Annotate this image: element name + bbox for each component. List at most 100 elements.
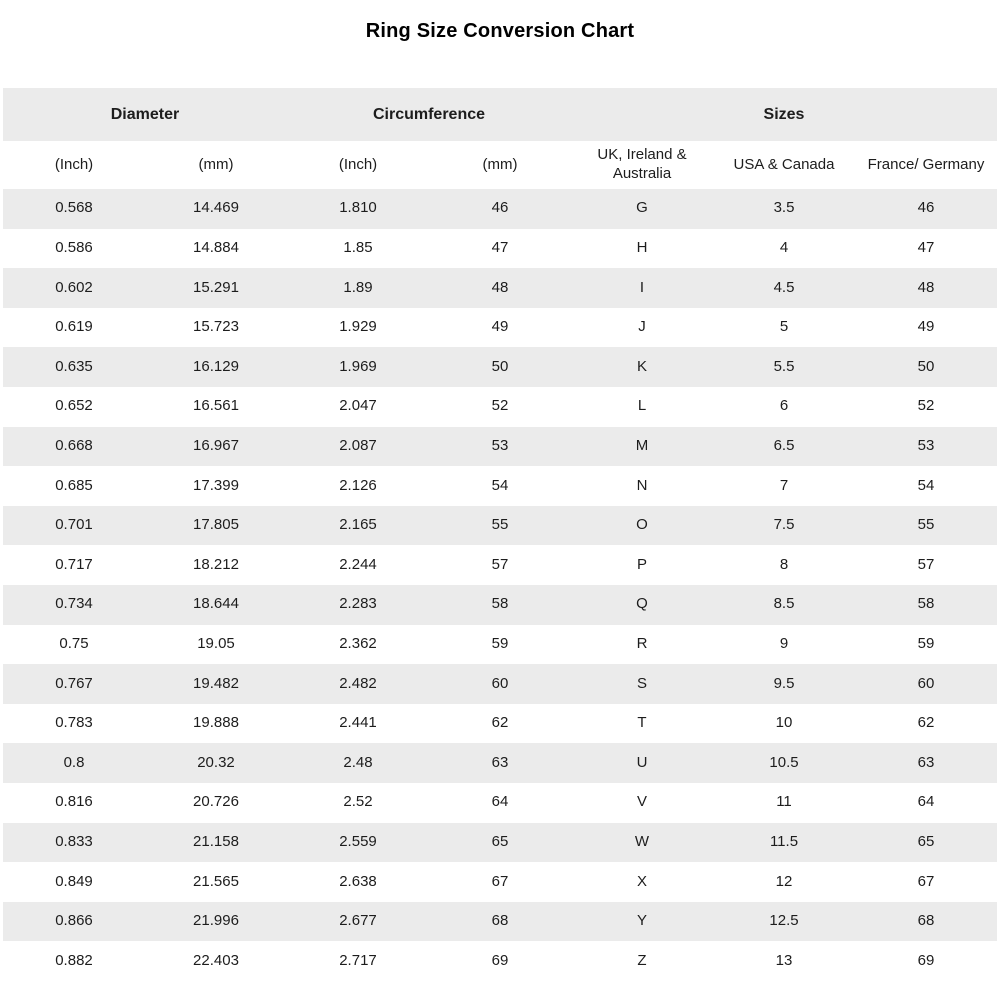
table-row: 0.882 22.403 2.717 69 Z 13 69 <box>3 941 997 981</box>
table-cell: 1.89 <box>343 278 373 296</box>
table-cell: 63 <box>491 753 509 771</box>
table-cell: 62 <box>917 714 935 732</box>
table-cell: 50 <box>917 357 935 375</box>
table-cell: 0.701 <box>55 516 93 534</box>
table-cell: 11.5 <box>769 832 799 850</box>
table-cell: 10 <box>775 714 793 732</box>
table-cell: 4 <box>779 239 789 257</box>
table-cell: 55 <box>491 516 509 534</box>
table-cell: 69 <box>917 951 935 969</box>
table-cell: N <box>636 476 648 494</box>
table-cell: 2.244 <box>339 555 377 573</box>
table-row: 0.652 16.561 2.047 52 L 6 52 <box>3 387 997 427</box>
column-header: USA & Canada <box>733 155 835 173</box>
table-cell: 0.586 <box>55 239 93 257</box>
table-cell: M <box>635 436 649 454</box>
table-cell: 2.362 <box>339 634 377 652</box>
table-cell: 13 <box>775 951 793 969</box>
table-cell: 2.126 <box>339 476 377 494</box>
table-cell: 0.833 <box>55 832 93 850</box>
table-cell: Y <box>636 912 647 930</box>
table-row: 0.619 15.723 1.929 49 J 5 49 <box>3 308 997 348</box>
table-cell: Z <box>637 951 647 969</box>
table-cell: 53 <box>917 436 935 454</box>
table-cell: X <box>636 872 647 890</box>
table-cell: 53 <box>491 436 509 454</box>
table-cell: 52 <box>491 397 509 415</box>
table-cell: 16.129 <box>193 357 239 375</box>
table-cell: 7.5 <box>773 516 795 534</box>
table-cell: 20.32 <box>197 753 235 771</box>
table-cell: J <box>638 318 646 336</box>
table-cell: 6.5 <box>773 436 795 454</box>
table-cell: 0.767 <box>55 674 93 692</box>
table-cell: 14.884 <box>193 239 239 257</box>
table-row: 0.635 16.129 1.969 50 K 5.5 50 <box>3 347 997 387</box>
table-cell: 2.52 <box>343 793 373 811</box>
table-cell: K <box>636 357 647 375</box>
table-cell: O <box>636 516 648 534</box>
table-cell: 11 <box>776 793 792 811</box>
ring-size-table: Diameter Circumference Sizes (Inch) (mm) (In… <box>3 88 997 981</box>
table-cell: 1.85 <box>343 239 373 257</box>
table-cell: 54 <box>491 476 509 494</box>
table-cell: 47 <box>917 239 935 257</box>
table-cell: 0.635 <box>55 357 93 375</box>
table-cell: 3.5 <box>773 199 795 217</box>
table-cell: 2.087 <box>339 436 377 454</box>
table-row: 0.767 19.482 2.482 60 S 9.5 60 <box>3 664 997 704</box>
table-cell: 5.5 <box>773 357 795 375</box>
table-cell: 47 <box>491 239 509 257</box>
table-cell: 2.48 <box>343 753 373 771</box>
table-cell: 57 <box>491 555 509 573</box>
table-cell: 8.5 <box>773 595 795 613</box>
table-row: 0.783 19.888 2.441 62 T 10 62 <box>3 704 997 744</box>
table-row: 0.568 14.469 1.810 46 G 3.5 46 <box>3 189 997 229</box>
table-cell: 2.638 <box>339 872 377 890</box>
table-row: 0.602 15.291 1.89 48 I 4.5 48 <box>3 268 997 308</box>
table-cell: 0.652 <box>55 397 93 415</box>
table-cell: W <box>634 832 650 850</box>
table-cell: 0.602 <box>55 278 93 296</box>
column-header: (Inch) <box>54 155 94 173</box>
table-cell: 60 <box>917 674 935 692</box>
table-row: 0.668 16.967 2.087 53 M 6.5 53 <box>3 426 997 467</box>
table-cell: 46 <box>491 199 509 217</box>
table-cell: 2.441 <box>339 714 377 732</box>
column-header: (mm) <box>198 155 234 173</box>
table-cell: 15.723 <box>193 318 239 336</box>
table-cell: 19.05 <box>197 634 235 652</box>
table-cell: 1.810 <box>339 199 377 217</box>
table-cell: V <box>636 793 647 811</box>
group-header-row: Diameter Circumference Sizes <box>3 88 997 141</box>
table-cell: 10.5 <box>769 753 799 771</box>
table-cell: 59 <box>917 634 935 652</box>
column-header-row: (Inch) (mm) (Inch) (mm) UK, Ireland & Austra… <box>3 141 997 189</box>
table-row: 0.816 20.726 2.52 64 V 11 64 <box>3 783 997 823</box>
table-cell: 20.726 <box>193 793 239 811</box>
table-row: 0.849 21.565 2.638 67 X 12 67 <box>3 862 997 902</box>
column-header: UK, Ireland & Australia <box>597 146 687 182</box>
table-cell: 67 <box>491 872 509 890</box>
table-cell: 69 <box>491 951 509 969</box>
table-row: 0.75 19.05 2.362 59 R 9 59 <box>3 625 997 665</box>
table-body: 0.568 14.469 1.810 46 G 3.5 46 0.586 14.884 1.85 4… <box>3 189 997 981</box>
table-cell: 2.165 <box>339 516 377 534</box>
table-cell: 63 <box>917 753 935 771</box>
table-cell: 17.805 <box>193 516 239 534</box>
table-cell: 21.996 <box>193 912 239 930</box>
table-cell: P <box>636 555 647 573</box>
table-cell: S <box>636 674 647 692</box>
table-cell: 58 <box>491 595 509 613</box>
table-cell: 0.8 <box>63 753 85 771</box>
table-cell: 57 <box>917 555 935 573</box>
table-cell: 12.5 <box>769 912 799 930</box>
table-cell: 19.482 <box>193 674 239 692</box>
group-header-sizes: Sizes <box>763 105 805 123</box>
table-cell: 19.888 <box>193 714 239 732</box>
table-cell: 0.849 <box>55 872 93 890</box>
table-cell: 64 <box>917 793 935 811</box>
table-cell: 58 <box>917 595 935 613</box>
table-cell: 2.047 <box>339 397 377 415</box>
table-cell: L <box>637 397 647 415</box>
